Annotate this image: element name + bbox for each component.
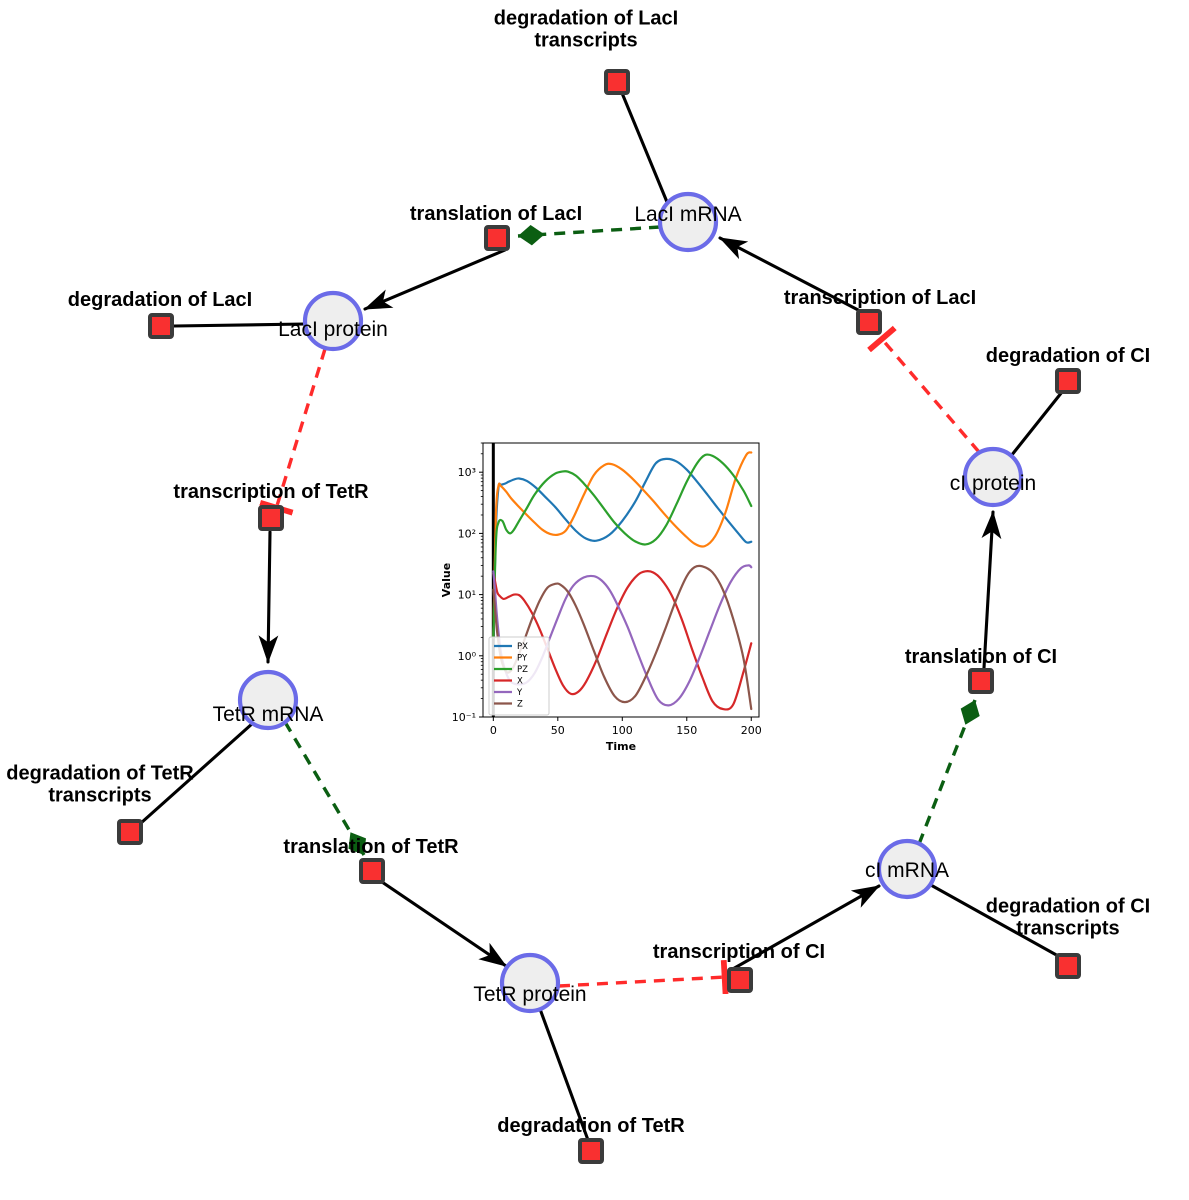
x-tick-label: 0 [490,724,497,737]
species-node-ci-protein[interactable] [962,446,1024,508]
species-node-laci-protein[interactable] [302,290,364,352]
reaction-label-translation-tetr: translation of TetR [283,835,459,858]
y-tick-label: 10² [458,527,476,540]
reaction-label-deg-tetr-transcripts: degradation of TetR transcripts [6,762,194,807]
species-label-laci-protein: LacI protein [278,317,388,341]
species-node-tetr-mrna[interactable] [237,669,299,731]
series-line-py [492,451,753,639]
edge-laci-protein-inhibits-transcription-tetr [259,348,327,516]
edge-ci-mrna-to-degradation [927,882,1062,959]
reaction-label-deg-ci: degradation of CI [985,344,1151,367]
reaction-node-deg-tetr[interactable] [578,1138,604,1164]
edge-ci-protein-to-degradation [1009,390,1064,458]
species-label-tetr-protein: TetR protein [473,982,587,1006]
edge-transcription-laci-to-laci-mrna [718,236,864,314]
reaction-label-transcription-laci: transcription of LacI [783,286,977,309]
species-node-ci-mrna[interactable] [876,838,938,900]
edge-group-inhibition [259,325,981,995]
x-tick-label: 100 [612,724,633,737]
reaction-label-transcription-ci: transcription of CI [652,940,826,963]
edge-group-activation [283,224,980,856]
legend-label-x: X [517,677,523,687]
edge-group-production [258,236,1002,972]
y-tick-label: 10¹ [458,589,476,602]
edge-tetr-mrna-activates-translation-tetr [283,721,366,856]
species-label-laci-mrna: LacI mRNA [634,202,742,226]
edge-laci-mrna-activates-translation-laci [517,224,661,246]
reaction-label-deg-laci-transcripts: degradation of LacI transcripts [493,7,679,52]
edge-translation-tetr-to-tetr-protein [380,880,508,968]
edge-ci-protein-inhibits-transcription-laci [867,325,981,454]
reaction-label-deg-laci: degradation of LacI [67,288,253,311]
reaction-node-translation-laci[interactable] [484,225,510,251]
species-node-tetr-protein[interactable] [499,952,561,1014]
reaction-node-deg-tetr-transcripts[interactable] [117,819,143,845]
reaction-node-transcription-tetr[interactable] [258,505,284,531]
timecourse-plot: 10⁻¹ 10⁰ 10¹ 10² 10³ 0 50 100 150 200 Time Value PX P… [437,436,769,754]
legend-label-y: Y [516,688,523,698]
species-label-ci-mrna: cI mRNA [865,858,949,882]
edge-translation-ci-to-ci-protein [981,510,1002,670]
reaction-node-deg-ci[interactable] [1055,368,1081,394]
edge-laci-protein-to-degradation [172,322,307,328]
species-label-tetr-mrna: TetR mRNA [212,702,324,726]
reaction-node-translation-tetr[interactable] [359,858,385,884]
reaction-node-deg-ci-transcripts[interactable] [1055,953,1081,979]
x-tick-label: 150 [676,724,697,737]
series-line-pz [492,453,753,639]
legend-label-px: PX [517,642,528,652]
edge-tetr-mrna-to-degradation [139,721,255,825]
x-tick-label: 50 [551,724,565,737]
legend-label-z: Z [517,700,523,710]
edge-transcription-ci-to-ci-mrna [729,884,881,972]
x-tick-label: 200 [741,724,762,737]
reaction-node-deg-laci-transcripts[interactable] [604,69,630,95]
y-tick-label: 10⁻¹ [452,711,476,724]
reaction-label-translation-laci: translation of LacI [409,202,583,225]
edge-tetr-protein-to-degradation [538,1007,590,1142]
edge-ci-mrna-activates-translation-ci [917,699,980,845]
edge-laci-mrna-to-degradation [620,91,669,204]
reaction-node-transcription-ci[interactable] [727,967,753,993]
edge-tetr-protein-inhibits-transcription-ci [558,959,729,995]
y-tick-label: 10³ [458,466,476,479]
reaction-node-translation-ci[interactable] [968,668,994,694]
reaction-label-deg-ci-transcripts: degradation of CI transcripts [985,895,1151,940]
legend-label-pz: PZ [517,665,528,675]
reaction-node-deg-laci[interactable] [148,313,174,339]
edge-transcription-tetr-to-tetr-mrna [258,530,279,664]
reaction-label-translation-ci: translation of CI [904,645,1058,668]
edge-group-degradation [139,91,1064,1142]
series-line-px [492,457,753,639]
y-tick-label: 10⁰ [458,650,477,663]
reaction-node-transcription-laci[interactable] [856,309,882,335]
edge-translation-laci-to-laci-protein [363,248,507,311]
reaction-label-deg-tetr: degradation of TetR [497,1114,685,1137]
reaction-label-transcription-tetr: transcription of TetR [173,480,369,503]
species-label-ci-protein: cI protein [949,471,1037,495]
x-axis-title: Time [606,740,636,753]
legend-label-py: PY [517,654,528,664]
y-axis-title: Value [440,563,453,597]
species-node-laci-mrna[interactable] [657,191,719,253]
